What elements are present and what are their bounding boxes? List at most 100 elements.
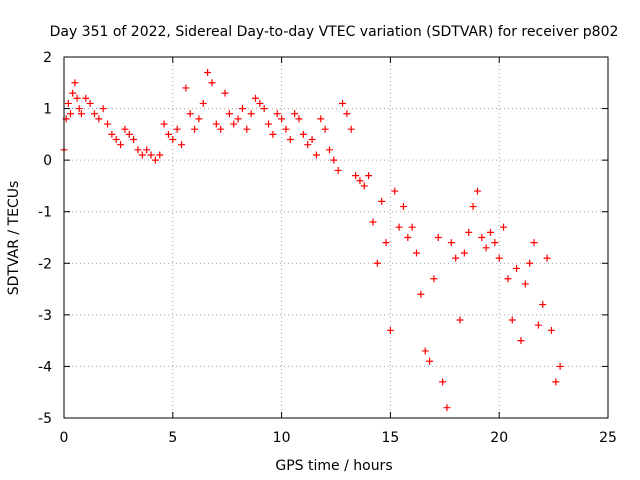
data-point xyxy=(230,120,238,128)
data-point xyxy=(191,125,199,133)
data-point xyxy=(469,203,477,211)
data-point xyxy=(147,151,155,159)
data-point xyxy=(391,187,399,195)
data-point xyxy=(386,326,394,334)
data-point xyxy=(104,120,112,128)
data-point xyxy=(95,115,103,123)
data-point xyxy=(447,239,455,247)
x-tick-label: 25 xyxy=(599,430,617,446)
data-point xyxy=(460,249,468,257)
data-point xyxy=(552,378,560,386)
data-point xyxy=(543,254,551,262)
data-point xyxy=(256,99,264,107)
data-point xyxy=(67,110,75,118)
data-point xyxy=(195,115,203,123)
data-point xyxy=(343,110,351,118)
data-point xyxy=(517,337,525,345)
tick-layer: 0 5 10 15 20 25 -5 -4 -3 -2 -1 0 1 2 xyxy=(38,50,617,446)
data-point xyxy=(556,362,564,370)
y-tick-label: -4 xyxy=(38,359,52,375)
chart-title: Day 351 of 2022, Sidereal Day-to-day VTE… xyxy=(50,24,619,40)
data-point xyxy=(247,110,255,118)
data-point xyxy=(486,228,494,236)
data-point xyxy=(325,146,333,154)
data-point xyxy=(134,146,142,154)
data-point xyxy=(521,280,529,288)
data-point xyxy=(452,254,460,262)
data-layer xyxy=(60,68,564,412)
data-point xyxy=(491,239,499,247)
data-point xyxy=(164,130,172,138)
data-point xyxy=(278,115,286,123)
y-tick-label: 0 xyxy=(43,153,52,169)
data-point xyxy=(186,110,194,118)
data-point xyxy=(304,141,312,149)
data-point xyxy=(108,130,116,138)
data-point xyxy=(251,94,259,102)
data-point xyxy=(234,115,242,123)
y-tick-label: -5 xyxy=(38,411,52,427)
y-tick-label: 1 xyxy=(43,102,52,118)
data-point xyxy=(312,151,320,159)
data-point xyxy=(273,110,281,118)
data-point xyxy=(421,347,429,355)
data-point xyxy=(430,275,438,283)
data-point xyxy=(112,136,120,144)
data-point xyxy=(143,146,151,154)
data-point xyxy=(208,79,216,87)
data-point xyxy=(77,110,85,118)
data-point xyxy=(373,259,381,267)
data-point xyxy=(395,223,403,231)
x-tick-label: 20 xyxy=(490,430,508,446)
data-point xyxy=(356,177,364,185)
y-tick-label: 2 xyxy=(43,50,52,66)
data-point xyxy=(173,125,181,133)
data-point xyxy=(352,172,360,180)
data-point xyxy=(160,120,168,128)
data-point xyxy=(404,234,412,241)
data-point xyxy=(86,99,94,107)
x-tick-label: 5 xyxy=(168,430,177,446)
y-tick-label: -1 xyxy=(38,205,52,221)
data-point xyxy=(71,79,79,87)
data-point xyxy=(217,125,225,133)
data-point xyxy=(434,234,442,241)
data-point xyxy=(547,326,555,334)
data-point xyxy=(199,99,207,107)
data-point xyxy=(513,264,521,272)
data-point xyxy=(334,166,342,174)
data-point xyxy=(212,120,220,128)
x-tick-label: 15 xyxy=(381,430,399,446)
data-point xyxy=(443,404,451,412)
data-point xyxy=(439,378,447,386)
data-point xyxy=(399,203,407,211)
data-point xyxy=(73,94,81,102)
data-point xyxy=(539,301,547,309)
data-point xyxy=(69,89,77,97)
data-point xyxy=(138,151,146,159)
data-point xyxy=(378,197,386,205)
data-point xyxy=(365,172,373,180)
data-point xyxy=(243,125,251,133)
data-point xyxy=(282,125,290,133)
data-point xyxy=(269,130,277,138)
data-point xyxy=(151,156,159,164)
data-point xyxy=(473,187,481,195)
data-point xyxy=(382,239,390,247)
y-axis-label: SDTVAR / TECUs xyxy=(6,181,22,296)
data-point xyxy=(456,316,464,324)
data-point xyxy=(125,130,133,138)
data-point xyxy=(99,105,107,113)
data-point xyxy=(495,254,503,262)
data-point xyxy=(64,99,72,107)
data-point xyxy=(339,99,347,107)
data-point xyxy=(526,259,534,267)
data-point xyxy=(347,125,355,133)
x-tick-label: 10 xyxy=(273,430,291,446)
y-tick-label: -2 xyxy=(38,256,52,272)
data-point xyxy=(117,141,125,149)
data-point xyxy=(291,110,299,118)
data-point xyxy=(482,244,490,252)
data-point xyxy=(286,136,294,144)
